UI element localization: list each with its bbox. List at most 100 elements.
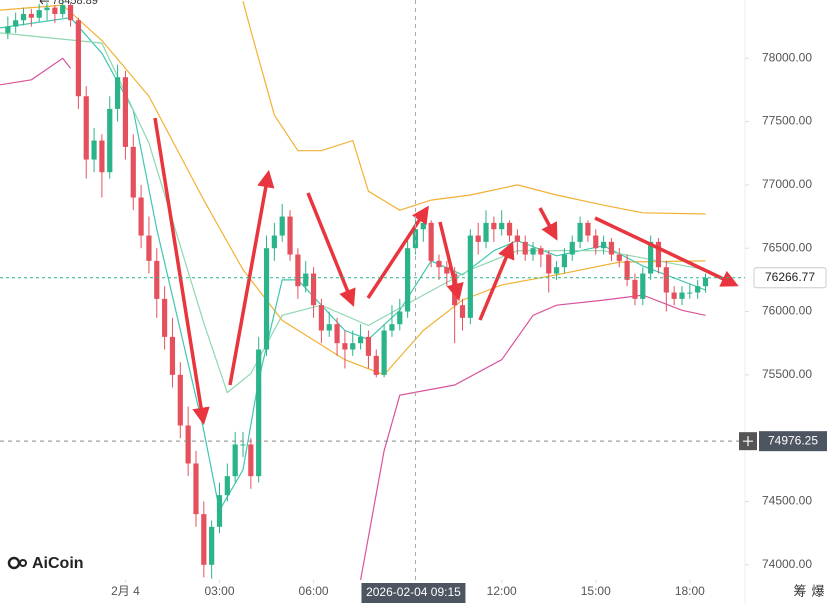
candle-body xyxy=(177,374,183,426)
candle-body xyxy=(240,444,246,446)
candle-body xyxy=(514,235,520,242)
candle-body xyxy=(20,13,27,21)
candle-body xyxy=(201,514,207,565)
candle-body xyxy=(695,286,701,293)
candle-body xyxy=(491,222,497,230)
candle-body xyxy=(169,336,176,375)
y-tick-label: 76500.00 xyxy=(762,240,812,254)
candle-body xyxy=(357,336,364,344)
candle-body xyxy=(671,292,677,299)
candle-body xyxy=(303,273,309,287)
candle-body xyxy=(154,260,160,299)
candle-body xyxy=(224,476,230,496)
candle-body xyxy=(350,343,356,350)
candle-body xyxy=(107,108,113,173)
candle-body xyxy=(138,197,144,236)
candle-body xyxy=(146,235,152,261)
candle-body xyxy=(608,241,615,255)
candle-body xyxy=(577,222,583,242)
max-marker-arrow xyxy=(39,0,49,5)
candle-body xyxy=(99,140,105,173)
candle-body xyxy=(553,267,560,274)
arrow xyxy=(306,192,356,307)
candle-body xyxy=(318,305,324,331)
candle-body xyxy=(326,324,332,331)
candle-body xyxy=(295,254,301,287)
candle-body xyxy=(632,279,638,299)
candle-body xyxy=(44,7,50,11)
candle-body xyxy=(593,235,599,249)
candle-body xyxy=(663,267,669,293)
candle-body xyxy=(373,355,379,375)
candle-body xyxy=(185,425,191,464)
y-tick-label: 74500.00 xyxy=(762,494,812,508)
toolbar-button[interactable]: 爆 xyxy=(811,583,824,598)
arrow xyxy=(366,205,429,299)
candle-body xyxy=(52,7,58,14)
crosshair-x-label: 2026-02-04 09:15 xyxy=(366,585,461,599)
candle-body xyxy=(444,267,450,274)
candle-body xyxy=(561,254,568,268)
arrow xyxy=(478,241,515,321)
x-tick-label: 18:00 xyxy=(675,584,705,598)
candle-body xyxy=(334,324,340,344)
candle-body xyxy=(75,20,81,97)
candle-body xyxy=(60,5,66,14)
brand-logo: AiCoin xyxy=(7,555,84,572)
candle-body xyxy=(467,235,473,318)
candle-body xyxy=(428,222,434,261)
y-tick-label: 77000.00 xyxy=(762,177,812,191)
y-tick-label: 74000.00 xyxy=(762,557,812,571)
last-price-label: 76266.77 xyxy=(765,270,815,284)
candle-body xyxy=(122,77,129,147)
y-tick-label: 76000.00 xyxy=(762,304,812,318)
candle-body xyxy=(91,140,97,160)
candle-body xyxy=(616,254,622,261)
candle-body xyxy=(381,330,387,375)
candle-body xyxy=(67,5,74,21)
toolbar-button[interactable]: 筹 xyxy=(793,583,806,598)
brand-name: AiCoin xyxy=(32,555,84,572)
candle-body xyxy=(389,324,395,331)
candle-body xyxy=(475,235,481,242)
candle-body xyxy=(499,222,505,230)
x-tick-label: 03:00 xyxy=(204,584,234,598)
annotation-arrows xyxy=(153,117,739,426)
candle-body xyxy=(506,222,513,236)
arrow xyxy=(228,169,275,386)
candle-body xyxy=(412,229,419,249)
candle-body xyxy=(546,254,552,274)
candle-body xyxy=(5,26,11,33)
y-tick-label: 75500.00 xyxy=(762,367,812,381)
x-tick-label: 15:00 xyxy=(581,584,611,598)
candle-body xyxy=(193,463,199,515)
candle-body xyxy=(483,222,489,242)
candle-body xyxy=(397,311,403,325)
candle-body xyxy=(287,216,293,255)
candle-body xyxy=(13,20,19,27)
candle-body xyxy=(569,241,575,255)
crosshair-y-box xyxy=(759,431,827,452)
plot-area xyxy=(0,0,709,580)
candle-body xyxy=(36,10,42,18)
candle-body xyxy=(405,248,411,312)
candle-body xyxy=(271,235,277,249)
candle-body xyxy=(585,222,591,236)
candle-body xyxy=(601,241,607,249)
candle-body xyxy=(702,277,709,287)
crosshair-x-box xyxy=(361,583,466,603)
candle-body xyxy=(530,248,536,255)
candle-body xyxy=(114,77,121,109)
arrow xyxy=(538,207,558,241)
max-marker-label: 78458.89 xyxy=(52,0,98,7)
candle-body xyxy=(310,273,317,306)
candle-body xyxy=(83,96,89,160)
arrow xyxy=(153,117,210,426)
candle-body xyxy=(687,292,693,294)
logo-icon xyxy=(19,559,27,567)
candle-body xyxy=(679,292,685,299)
x-tick-label: 12:00 xyxy=(487,584,517,598)
candle-body xyxy=(365,336,372,356)
